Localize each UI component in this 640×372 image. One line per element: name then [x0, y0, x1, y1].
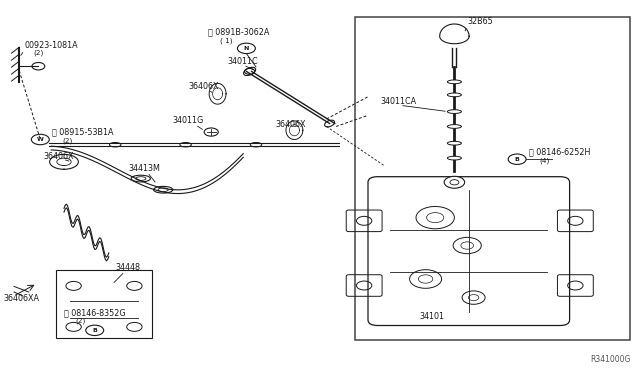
Ellipse shape: [447, 125, 461, 128]
Text: R341000G: R341000G: [590, 355, 630, 364]
Text: (4): (4): [540, 158, 550, 164]
Bar: [355, 17, 630, 340]
Text: Ⓦ 08915-53B1A: Ⓦ 08915-53B1A: [52, 128, 114, 137]
Text: 36406X: 36406X: [189, 81, 220, 90]
Text: Ⓝ 0891B-3062A: Ⓝ 0891B-3062A: [208, 28, 269, 36]
Text: 36406X: 36406X: [275, 120, 306, 129]
Polygon shape: [440, 24, 469, 44]
Text: Ⓑ 08146-8352G: Ⓑ 08146-8352G: [64, 308, 125, 317]
Ellipse shape: [447, 141, 461, 145]
Text: B: B: [92, 328, 97, 333]
Text: (2): (2): [33, 50, 44, 56]
Text: B: B: [515, 157, 520, 162]
Text: 32B65: 32B65: [467, 17, 493, 26]
Ellipse shape: [244, 67, 255, 76]
Circle shape: [444, 176, 465, 188]
Ellipse shape: [447, 80, 461, 84]
Text: ( 1): ( 1): [220, 37, 232, 44]
Text: 34011CA: 34011CA: [381, 97, 417, 106]
Text: 34413M: 34413M: [128, 164, 160, 173]
Ellipse shape: [447, 110, 461, 113]
Text: 00923-1081A: 00923-1081A: [24, 41, 78, 49]
Text: W: W: [37, 137, 44, 142]
Text: N: N: [244, 46, 249, 51]
Text: 34448: 34448: [115, 263, 140, 272]
Ellipse shape: [447, 93, 461, 97]
Ellipse shape: [324, 120, 335, 127]
Ellipse shape: [447, 156, 461, 160]
Text: 34101: 34101: [419, 312, 444, 321]
Text: 34011C: 34011C: [228, 57, 259, 66]
Text: (2): (2): [76, 318, 86, 324]
Text: 36406XA: 36406XA: [3, 294, 39, 302]
Text: 34011G: 34011G: [173, 116, 204, 125]
Text: 36406X: 36406X: [44, 152, 74, 161]
Text: Ⓑ 08146-6252H: Ⓑ 08146-6252H: [529, 147, 590, 156]
Text: (2): (2): [63, 137, 73, 144]
